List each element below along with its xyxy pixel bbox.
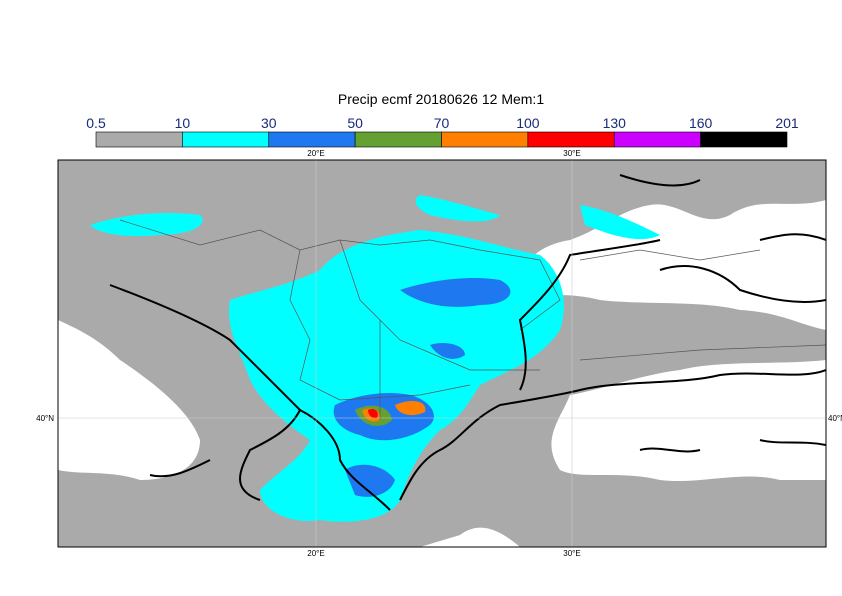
- legend-label: 70: [434, 115, 450, 131]
- legend-label: 0.5: [86, 115, 106, 131]
- lon-label: 20°E: [307, 149, 324, 158]
- precip-area: [400, 278, 511, 307]
- legend-swatch: [613, 131, 701, 148]
- precip-area: [415, 195, 500, 222]
- lon-label: 20°E: [307, 549, 324, 558]
- legend-label: 30: [261, 115, 277, 131]
- precip-area: [58, 244, 130, 285]
- legend-label: 130: [603, 115, 627, 131]
- legend-swatch: [527, 131, 615, 148]
- precip-area: [395, 400, 426, 416]
- legend-swatch: [95, 131, 183, 148]
- legend-label: 160: [689, 115, 713, 131]
- legend-swatch: [268, 131, 356, 148]
- legend-swatch: [700, 131, 788, 148]
- coastline: [109, 174, 826, 511]
- lon-label: 30°E: [563, 549, 580, 558]
- map-title: Precip ecmf 20180626 12 Mem:1: [338, 91, 544, 107]
- lat-label: 40°N: [828, 414, 842, 423]
- legend-label: 201: [775, 115, 799, 131]
- legend-label: 10: [175, 115, 191, 131]
- precip-area: [345, 464, 395, 497]
- precip-area: [580, 205, 660, 240]
- precip-area: [430, 343, 465, 359]
- legend-label: 50: [347, 115, 363, 131]
- precip-area: [368, 408, 378, 419]
- map-frame: [57, 159, 827, 548]
- map-border: [57, 159, 827, 548]
- precip-field: [58, 160, 826, 547]
- legend-swatch: [354, 131, 442, 148]
- colorbar: 0.5 10 30 50 70 100 130 160 201: [86, 115, 799, 148]
- legend-label: 100: [516, 115, 540, 131]
- legend-swatch: [441, 131, 529, 148]
- country-borders: [119, 219, 826, 420]
- legend-swatch: [182, 131, 270, 148]
- lat-label: 40°N: [36, 414, 54, 423]
- precip-area: [90, 213, 203, 237]
- lon-label: 30°E: [563, 149, 580, 158]
